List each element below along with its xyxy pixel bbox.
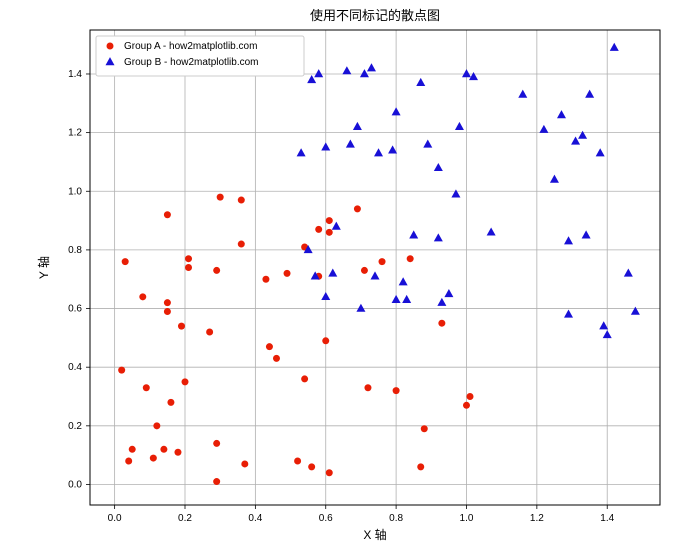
plot-area (90, 30, 660, 505)
svg-text:0.0: 0.0 (68, 479, 82, 490)
svg-text:0.6: 0.6 (319, 513, 333, 524)
chart-title: 使用不同标记的散点图 (310, 8, 440, 23)
svg-text:0.8: 0.8 (389, 513, 403, 524)
svg-text:1.4: 1.4 (600, 513, 614, 524)
scatter-chart: 0.0 0.2 0.4 0.6 0.8 1.0 1.2 1.4 0.0 0.2 0.4 0.6 0.8 1… (0, 0, 700, 560)
svg-text:0.0: 0.0 (108, 513, 122, 524)
y-axis-label: Y 轴 (36, 256, 51, 279)
svg-text:0.2: 0.2 (178, 513, 192, 524)
svg-text:1.0: 1.0 (68, 186, 82, 197)
svg-text:1.2: 1.2 (530, 513, 544, 524)
x-ticks: 0.0 0.2 0.4 0.6 0.8 1.0 1.2 1.4 (108, 505, 615, 524)
svg-text:1.4: 1.4 (68, 69, 82, 80)
svg-text:0.2: 0.2 (68, 421, 82, 432)
y-ticks: 0.0 0.2 0.4 0.6 0.8 1.0 1.2 1.4 (68, 69, 90, 490)
x-axis-label: X 轴 (363, 527, 386, 542)
svg-text:0.4: 0.4 (248, 513, 262, 524)
legend: Group A - how2matplotlib.com Group B - ho… (96, 36, 304, 76)
svg-text:0.6: 0.6 (68, 304, 82, 315)
legend-label-1: Group B - how2matplotlib.com (124, 57, 259, 68)
chart-container: 0.0 0.2 0.4 0.6 0.8 1.0 1.2 1.4 0.0 0.2 0.4 0.6 0.8 1… (0, 0, 700, 560)
svg-text:0.4: 0.4 (68, 362, 82, 373)
svg-text:1.0: 1.0 (460, 513, 474, 524)
svg-text:0.8: 0.8 (68, 245, 82, 256)
svg-text:1.2: 1.2 (68, 128, 82, 139)
legend-label-0: Group A - how2matplotlib.com (124, 41, 257, 52)
